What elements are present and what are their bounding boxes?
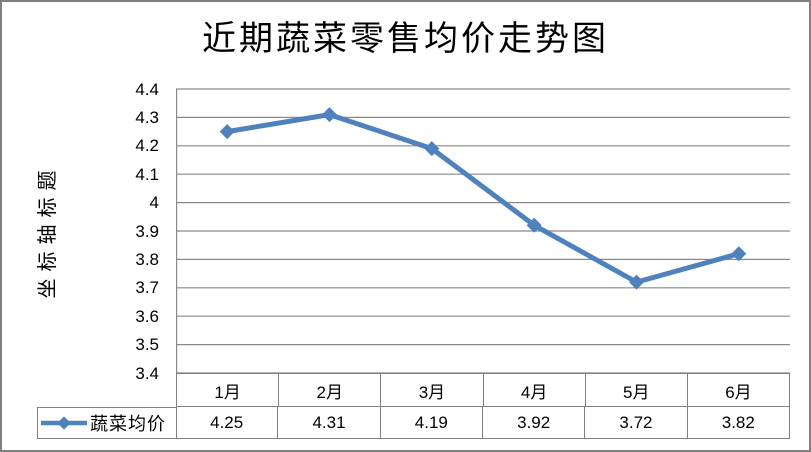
plot-area (176, 88, 790, 374)
value-cell: 3.72 (585, 407, 688, 439)
y-axis-tick-label: 3.7 (135, 278, 159, 298)
month-header-cell: 5月 (585, 374, 688, 407)
y-axis-tick-label: 3.6 (135, 306, 159, 326)
chart-title: 近期蔬菜零售均价走势图 (202, 21, 609, 58)
y-axis-tick-label: 4 (149, 193, 159, 213)
value-cell: 3.92 (482, 407, 586, 439)
month-header-cell: 1月 (177, 374, 280, 407)
legend-line-icon (41, 416, 87, 430)
y-axis-tick-label: 3.9 (135, 221, 159, 241)
table-months-row: 1月 2月 3月 4月 5月 6月 (176, 373, 791, 407)
y-axis-title: 坐标轴标题 (37, 163, 59, 299)
value-cell: 4.19 (380, 407, 483, 439)
y-axis-tick-label: 4.3 (135, 107, 159, 127)
value-cell: 3.82 (687, 407, 790, 439)
table-values-row: 4.25 4.31 4.19 3.92 3.72 3.82 (176, 407, 790, 439)
y-axis-tick-label: 3.5 (135, 335, 159, 355)
y-axis-tick-label: 4.2 (135, 136, 159, 156)
legend-label: 蔬菜均价 (90, 414, 166, 434)
month-header-cell: 2月 (279, 374, 382, 407)
value-cell: 4.25 (176, 407, 279, 439)
y-axis-tick-label: 3.4 (135, 363, 159, 383)
y-axis-tick-label: 3.8 (135, 249, 159, 269)
y-axis-tick-label: 4.4 (135, 79, 159, 99)
month-header-cell: 3月 (381, 374, 484, 407)
month-header-cell: 4月 (483, 374, 586, 407)
value-cell: 4.31 (278, 407, 381, 439)
month-header-cell: 6月 (687, 374, 791, 407)
line-chart-svg (176, 88, 790, 374)
legend-cell: 蔬菜均价 (37, 407, 177, 439)
y-axis-tick-label: 4.1 (135, 164, 159, 184)
